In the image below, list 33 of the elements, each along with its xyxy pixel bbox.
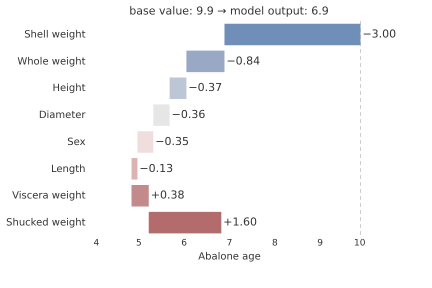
y-tick-label: Sex — [67, 136, 86, 148]
x-tick-label: 9 — [317, 238, 324, 248]
x-tick-label: 7 — [226, 238, 232, 248]
x-tick-label: 10 — [354, 238, 366, 248]
x-tick-label: 4 — [94, 238, 100, 248]
x-tick-label: 8 — [272, 238, 278, 248]
bar — [170, 77, 186, 99]
data-label: −3.00 — [362, 27, 396, 40]
bar — [132, 184, 149, 206]
data-label: −0.13 — [139, 162, 174, 175]
bar — [148, 212, 222, 234]
data-label: −0.84 — [226, 54, 260, 68]
bar — [132, 158, 138, 180]
bar — [186, 50, 224, 72]
chart-title: base value: 9.9 → model output: 6.9 — [129, 4, 329, 18]
x-tick-label: 6 — [181, 238, 188, 248]
x-axis-title: Abalone age — [198, 252, 261, 262]
y-tick-label: Whole weight — [17, 56, 86, 68]
bar — [153, 104, 170, 126]
data-label: +1.60 — [223, 216, 258, 229]
y-tick-label: Shell weight — [24, 29, 86, 40]
y-tick-label: Shucked weight — [6, 218, 86, 229]
y-tick-label: Diameter — [38, 110, 86, 122]
x-tick-label: 5 — [136, 238, 142, 248]
data-label: −0.37 — [188, 81, 222, 94]
data-label: −0.36 — [172, 108, 206, 122]
bar — [137, 131, 154, 153]
data-label: +0.38 — [150, 188, 184, 202]
bar — [224, 24, 360, 46]
data-label: −0.35 — [155, 134, 190, 148]
y-tick-label: Height — [52, 83, 86, 94]
y-tick-label: Viscera weight — [12, 190, 86, 202]
y-tick-label: Length — [51, 164, 86, 175]
